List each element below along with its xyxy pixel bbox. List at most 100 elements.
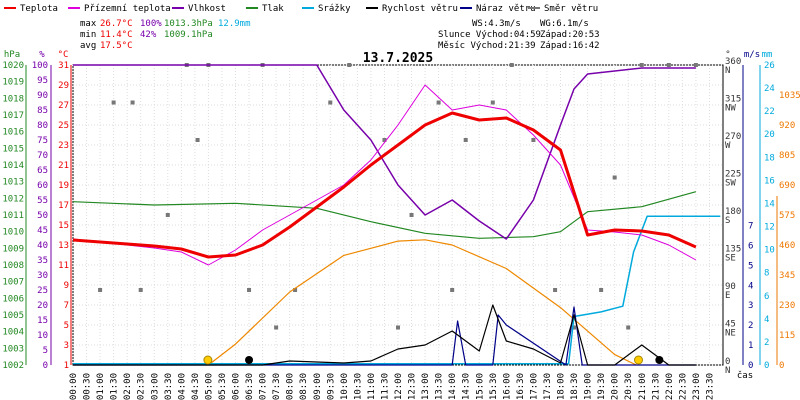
wind-direction-point: [382, 138, 387, 142]
x-tick-label: 09:30: [326, 373, 336, 400]
wind-direction-point: [693, 63, 698, 67]
stat-max-label: max: [80, 19, 97, 29]
pct-tick-label: 95: [37, 76, 48, 86]
mm-tick-label: 14: [764, 199, 775, 209]
hpa-tick-label: 1007: [2, 278, 24, 288]
stat-min-press: 1009.1hPa: [164, 30, 213, 40]
info-sun: Slunce Východ:04:59: [438, 30, 541, 40]
wind-direction-point: [247, 288, 252, 292]
info-moon: Měsíc Východ:21:39: [438, 41, 536, 51]
dir-tick-compass: SE: [725, 254, 736, 264]
dir-tick-compass: W: [725, 141, 731, 151]
info-ws: WS:4.3m/s: [472, 19, 521, 29]
pct-tick-label: 30: [37, 271, 48, 281]
wind-direction-point: [666, 63, 671, 67]
unit-temp: °C: [58, 50, 69, 60]
mm-tick-label: 26: [764, 61, 775, 71]
rad-tick-label: 115: [779, 331, 795, 341]
mm-tick-label: 16: [764, 176, 775, 186]
dir-tick-label: 90: [725, 282, 736, 292]
pct-tick-label: 0: [43, 361, 48, 371]
hpa-tick-label: 1002: [2, 361, 24, 371]
mm-tick-label: 8: [764, 269, 769, 279]
rad-tick-label: 345: [779, 271, 795, 281]
temperature-line: [72, 111, 697, 259]
rad-tick-label: 230: [779, 301, 795, 311]
wind-direction-point: [463, 138, 468, 142]
mm-tick-label: 18: [764, 153, 775, 163]
temp-tick-label: 23: [58, 141, 69, 151]
x-tick-label: 10:00: [340, 373, 350, 400]
pct-tick-label: 90: [37, 91, 48, 101]
x-tick-label: 19:00: [584, 373, 594, 400]
radiation-line: [208, 239, 637, 366]
unit-ms: m/s: [744, 50, 760, 60]
hpa-tick-label: 1003: [2, 344, 24, 354]
hpa-tick-label: 1006: [2, 294, 24, 304]
x-tick-label: 21:00: [638, 373, 648, 400]
hpa-tick-label: 1018: [2, 94, 24, 104]
info-wg: WG:6.1m/s: [540, 19, 589, 29]
info-moon-set: Západ:16:42: [540, 41, 600, 51]
moonset-marker: [245, 356, 254, 364]
legend: Teplota Přízemní teplota Vlhkost Tlak Srážky…: [4, 4, 598, 14]
temp-tick-label: 3: [64, 341, 69, 351]
legend-label: Tlak: [262, 4, 284, 14]
x-tick-label: 06:00: [232, 373, 242, 400]
hpa-tick-label: 1009: [2, 244, 24, 254]
legend-label: Teplota: [20, 4, 58, 14]
x-axis-label: čas: [737, 370, 753, 381]
mm-tick-label: 20: [764, 130, 775, 140]
x-tick-label: 17:00: [529, 373, 539, 400]
sunset-marker: [634, 355, 643, 365]
stat-avg-temp: 17.5°C: [100, 41, 133, 51]
wind-direction-point: [274, 325, 279, 330]
pct-tick-label: 5: [43, 346, 48, 356]
x-tick-label: 14:30: [462, 373, 472, 400]
axes: 00:00 00:30 01:00 01:30 02:00 02:30 03:00 03:30…: [2, 57, 800, 400]
hpa-tick-label: 1005: [2, 311, 24, 321]
ms-tick-label: 6: [748, 241, 753, 251]
wind-direction-point: [111, 100, 116, 105]
x-tick-label: 06:30: [245, 373, 255, 400]
hpa-tick-label: 1013: [2, 178, 24, 188]
x-tick-label: 18:30: [570, 373, 580, 400]
pct-tick-label: 40: [37, 241, 48, 251]
x-tick-label: 20:00: [611, 373, 621, 400]
pct-tick-label: 100: [32, 61, 48, 71]
wind-direction-point: [490, 100, 495, 105]
dir-tick-compass: N: [725, 66, 730, 76]
temp-tick-label: 29: [58, 81, 69, 91]
dir-tick-compass: NE: [725, 329, 736, 339]
mm-tick-label: 22: [764, 107, 775, 117]
hpa-tick-label: 1010: [2, 228, 24, 238]
dir-tick-compass: SW: [725, 179, 736, 189]
wind-direction-point: [328, 100, 333, 105]
mm-tick-label: 10: [764, 246, 775, 256]
x-tick-label: 07:30: [272, 373, 282, 400]
temp-tick-label: 15: [58, 221, 69, 231]
hpa-tick-label: 1008: [2, 261, 24, 271]
x-tick-label: 12:00: [394, 373, 404, 400]
rad-tick-label: 1035: [779, 91, 800, 101]
unit-mm: mm: [762, 50, 773, 60]
x-tick-label: 08:30: [299, 373, 309, 400]
hpa-tick-label: 1012: [2, 194, 24, 204]
rad-tick-label: 920: [779, 121, 795, 131]
stat-avg-label: avg: [80, 41, 96, 51]
rain-line: [73, 215, 721, 365]
x-tick-label: 16:30: [516, 373, 526, 400]
x-tick-label: 22:00: [665, 373, 675, 400]
x-tick-label: 14:00: [448, 373, 458, 400]
dir-tick-label: 0: [725, 357, 730, 367]
x-tick-label: 04:00: [177, 373, 187, 400]
ground-temperature-line: [72, 84, 697, 266]
rad-tick-label: 460: [779, 241, 795, 251]
wind-direction-point: [612, 175, 617, 180]
dir-tick-label: 180: [725, 207, 741, 217]
x-tick-label: 07:00: [259, 373, 269, 400]
unit-hpa: hPa: [4, 50, 20, 60]
dir-tick-compass: N: [725, 366, 730, 376]
dir-tick-label: 315: [725, 95, 741, 105]
x-tick-label: 13:00: [421, 373, 431, 400]
